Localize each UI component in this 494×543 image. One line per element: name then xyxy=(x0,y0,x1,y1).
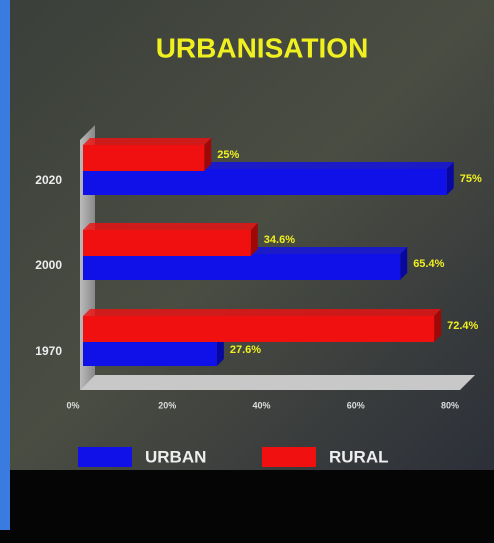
bar xyxy=(83,145,205,171)
legend-label: RURAL xyxy=(329,447,389,466)
chart-title: URBANISATION xyxy=(156,32,369,63)
bar-top xyxy=(83,138,212,145)
chart-floor xyxy=(80,375,475,390)
y-tick-label: 1970 xyxy=(35,344,62,358)
legend-swatch xyxy=(262,447,316,467)
legend-swatch xyxy=(78,447,132,467)
bar-side xyxy=(400,247,408,280)
bar xyxy=(83,340,217,366)
bar xyxy=(83,230,251,256)
bar xyxy=(83,316,435,342)
side-strip xyxy=(0,0,10,530)
x-tick-label: 80% xyxy=(441,400,459,410)
value-label: 75% xyxy=(460,173,482,185)
x-tick-label: 60% xyxy=(347,400,365,410)
y-tick-label: 2020 xyxy=(35,173,62,187)
value-label: 65.4% xyxy=(413,258,444,270)
bar-side xyxy=(446,162,454,195)
bar xyxy=(83,254,401,280)
footer-band xyxy=(0,470,494,543)
bar-top xyxy=(83,223,258,230)
bar xyxy=(83,169,447,195)
x-tick-label: 0% xyxy=(66,400,79,410)
value-label: 25% xyxy=(217,149,239,161)
x-tick-label: 20% xyxy=(158,400,176,410)
x-tick-label: 40% xyxy=(252,400,270,410)
y-tick-label: 2000 xyxy=(35,258,62,272)
value-label: 34.6% xyxy=(264,234,295,246)
bar-top xyxy=(83,309,442,316)
legend-label: URBAN xyxy=(145,447,206,466)
value-label: 27.6% xyxy=(230,344,261,356)
bar-side xyxy=(434,309,442,342)
value-label: 72.4% xyxy=(447,320,478,332)
bar-side xyxy=(204,138,212,171)
bar-side xyxy=(250,223,258,256)
